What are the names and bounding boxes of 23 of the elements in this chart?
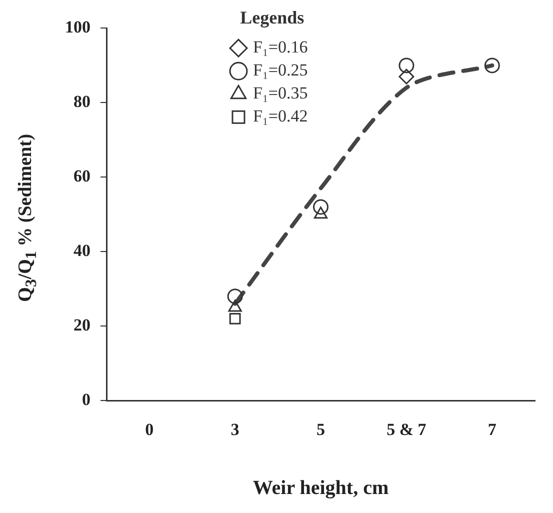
point: [313, 199, 328, 215]
legend-label: F₁=0.42: [252, 106, 308, 126]
x-tick-label: 5: [316, 420, 325, 440]
y-tick-label: 80: [74, 92, 90, 112]
x-tick-label: 0: [145, 420, 154, 440]
y-tick-label: 100: [65, 18, 90, 37]
y-tick-label: 60: [74, 166, 90, 186]
point: [398, 58, 414, 74]
x-axis-title: Weir height, cm: [252, 477, 389, 500]
y-tick-label: 40: [74, 241, 90, 260]
point: [484, 58, 500, 74]
point: [227, 288, 243, 304]
legend-title: Legends: [240, 8, 304, 28]
y-tick-label: 20: [74, 316, 90, 335]
x-tick-label: 3: [230, 420, 240, 440]
legend-label: F₁=0.25: [252, 60, 308, 80]
legend-label: F₁=0.35: [252, 84, 308, 103]
x-tick-label: 5 & 7: [386, 420, 427, 440]
point: [229, 312, 241, 324]
point: [398, 68, 414, 84]
y-tick-label: 0: [82, 390, 90, 409]
legend-label: F₁=0.16: [252, 38, 308, 57]
x-tick-label: 7: [488, 420, 497, 440]
